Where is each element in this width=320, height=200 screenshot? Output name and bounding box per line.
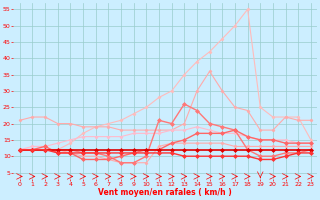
X-axis label: Vent moyen/en rafales ( km/h ): Vent moyen/en rafales ( km/h ) [99, 188, 232, 197]
